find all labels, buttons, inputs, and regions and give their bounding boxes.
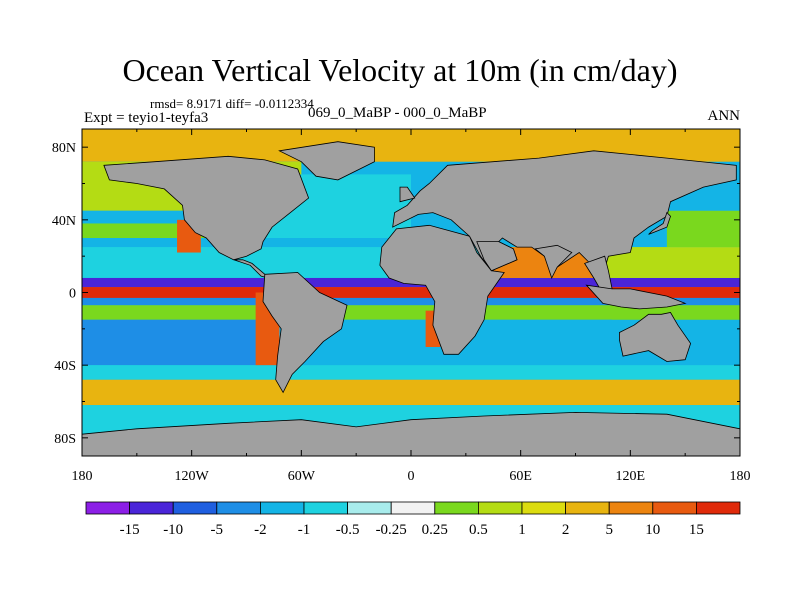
colorbar-label: 10: [645, 522, 660, 538]
colorbar-label: 0.5: [469, 522, 488, 538]
colorbar-label: 0.25: [422, 522, 448, 538]
colorbar: -15 -10 -5 -2 -1 -0.5 -0.25 0.25 0.5 1 2 5 10 15: [85, 501, 741, 538]
y-tick-label: 40S: [54, 359, 76, 374]
uk-land: [399, 186, 416, 203]
colorbar-swatch: [521, 501, 566, 515]
x-tick-label: 120W: [175, 469, 210, 484]
australia-land: [619, 312, 692, 362]
colorbar-swatch: [608, 501, 654, 515]
colorbar-swatch: [565, 501, 610, 515]
colorbar-swatch: [303, 501, 348, 515]
colorbar-label: -1: [298, 522, 311, 538]
colorbar-label: -2: [254, 522, 267, 538]
x-tick-label: 180: [72, 469, 93, 484]
colorbar-swatch: [477, 501, 523, 515]
colorbar-label: 2: [562, 522, 570, 538]
north-pacific-east: [666, 210, 740, 248]
rmsd-diff-stats: rmsd= 8.9171 diff= -0.0112334: [150, 96, 314, 111]
colorbar-swatch: [347, 501, 392, 515]
north-america-land: [103, 155, 310, 261]
colorbar-label: -15: [120, 522, 140, 538]
x-tick-label: 0: [408, 469, 415, 484]
y-axis: 80N 40N 0 40S 80S: [52, 141, 740, 447]
colorbar-label: -10: [163, 522, 183, 538]
experiment-label: Expt = teyio1-teyfa3: [84, 110, 209, 126]
colorbar-swatch: [390, 501, 436, 515]
equatorial-downwelling-south: [82, 297, 740, 306]
antarctica-land: [82, 411, 740, 456]
colorbar-swatch: [696, 501, 741, 515]
indonesia-land: [585, 284, 687, 310]
colorbar-swatch: [652, 501, 697, 515]
colorbar-label: 15: [689, 522, 704, 538]
south-atlantic-gyre: [337, 319, 430, 366]
x-axis: 180 120W 60W 0 60E 120E 180: [72, 129, 751, 484]
arabia-land: [476, 241, 518, 272]
southern-subtropical-band: [82, 365, 740, 380]
colorbar-label: -0.5: [336, 522, 360, 538]
colorbar-label: -5: [211, 522, 224, 538]
south-tropical-zone: [82, 305, 740, 320]
southern-ocean-band: [82, 379, 740, 406]
japan-land: [648, 211, 671, 235]
period-difference-label: 069_0_MaBP - 000_0_MaBP: [308, 105, 487, 121]
colorbar-swatch: [172, 501, 218, 515]
x-tick-label: 180: [730, 469, 751, 484]
colorbar-swatch: [434, 501, 479, 515]
y-tick-label: 80N: [52, 141, 76, 156]
greenland-land: [278, 141, 375, 181]
y-tick-label: 40N: [52, 214, 76, 229]
colorbar-label: -0.25: [376, 522, 407, 538]
map-field: [82, 129, 740, 456]
colorbar-label: 5: [605, 522, 613, 538]
y-tick-label: 0: [69, 287, 76, 302]
colorbar-swatch: [259, 501, 305, 515]
south-america-land: [262, 272, 348, 394]
colorbar-swatch: [216, 501, 261, 515]
equatorial-upwelling: [82, 287, 740, 298]
x-tick-label: 120E: [616, 469, 646, 484]
y-tick-label: 80S: [54, 432, 76, 447]
colorbar-swatch: [129, 501, 174, 515]
south-indian-gyre: [484, 319, 613, 366]
africa-land: [379, 224, 505, 355]
south-pacific-gyre: [82, 319, 265, 366]
colorbar-swatch: [85, 501, 130, 515]
x-tick-label: 60E: [509, 469, 532, 484]
season-label: ANN: [707, 108, 741, 124]
india-land: [534, 244, 573, 280]
chart-title: Ocean Vertical Velocity at 10m (in cm/da…: [122, 52, 678, 88]
x-tick-label: 60W: [288, 469, 316, 484]
colorbar-label: 1: [518, 522, 526, 538]
